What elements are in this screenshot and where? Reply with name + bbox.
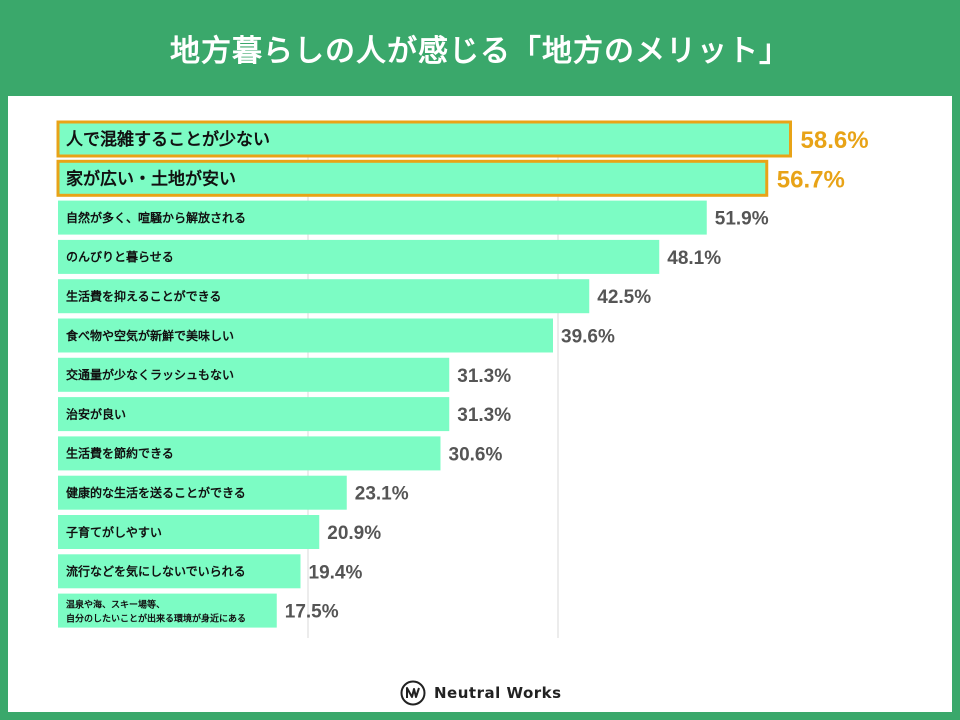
brand-logo: Neutral Works	[400, 680, 562, 706]
bar	[58, 357, 450, 392]
value-label: 42.5%	[597, 287, 651, 308]
value-label: 31.3%	[457, 366, 511, 387]
category-label: のんびりと暮らせる	[66, 249, 174, 264]
category-label: 治安が良い	[66, 406, 126, 421]
value-label: 51.9%	[715, 209, 769, 230]
bar	[56, 159, 769, 197]
category-label: 健康的な生活を送ることができる	[66, 485, 246, 500]
category-label: 家が広い・土地が安い	[66, 168, 236, 189]
value-label: 39.6%	[561, 327, 615, 348]
brand-name: Neutral Works	[434, 684, 562, 702]
neutral-works-logo-icon	[400, 680, 426, 706]
category-label: 生活費を節約できる	[66, 446, 174, 461]
value-label: 58.6%	[801, 127, 869, 154]
page-title: 地方暮らしの人が感じる「地方のメリット」	[170, 34, 790, 69]
bar	[56, 120, 792, 158]
value-label: 31.3%	[457, 405, 511, 426]
category-label: 子育てがしやすい	[66, 524, 162, 539]
value-label: 20.9%	[327, 523, 381, 544]
bar	[58, 397, 450, 432]
category-label: 交通量が少なくラッシュもない	[66, 367, 234, 382]
bar	[58, 475, 347, 510]
category-label: 食べ物や空気が新鮮で美味しい	[65, 328, 234, 343]
category-label: 人で混雑することが少ない	[66, 129, 270, 150]
value-label: 56.7%	[777, 166, 845, 193]
bar	[58, 279, 590, 314]
value-label: 19.4%	[309, 562, 363, 583]
value-label: 48.1%	[667, 248, 721, 269]
bar	[58, 200, 707, 235]
value-label: 30.6%	[449, 444, 503, 465]
bar	[58, 554, 301, 589]
category-label: 流行などを気にしないでいられる	[66, 564, 246, 579]
bar	[58, 239, 660, 274]
category-label: 生活費を抑えることができる	[66, 289, 221, 304]
bar	[58, 515, 320, 549]
bar	[58, 318, 553, 353]
bar-chart: 人で混雑することが少ない 58.6% 家が広い・土地が安い 56.7% 自然が多く、喧騒…	[56, 120, 869, 638]
value-label: 23.1%	[355, 484, 409, 505]
category-label: 自然が多く、喧騒から解放される	[66, 210, 246, 225]
bar	[58, 436, 441, 471]
value-label: 17.5%	[285, 602, 339, 623]
chart-panel: 人で混雑することが少ない 58.6% 家が広い・土地が安い 56.7% 自然が多く、喧騒…	[8, 96, 952, 712]
bar	[58, 593, 277, 628]
category-label: 温泉や海、スキー場等、自分のしたいことが出来る環境が身近にある	[66, 599, 246, 625]
